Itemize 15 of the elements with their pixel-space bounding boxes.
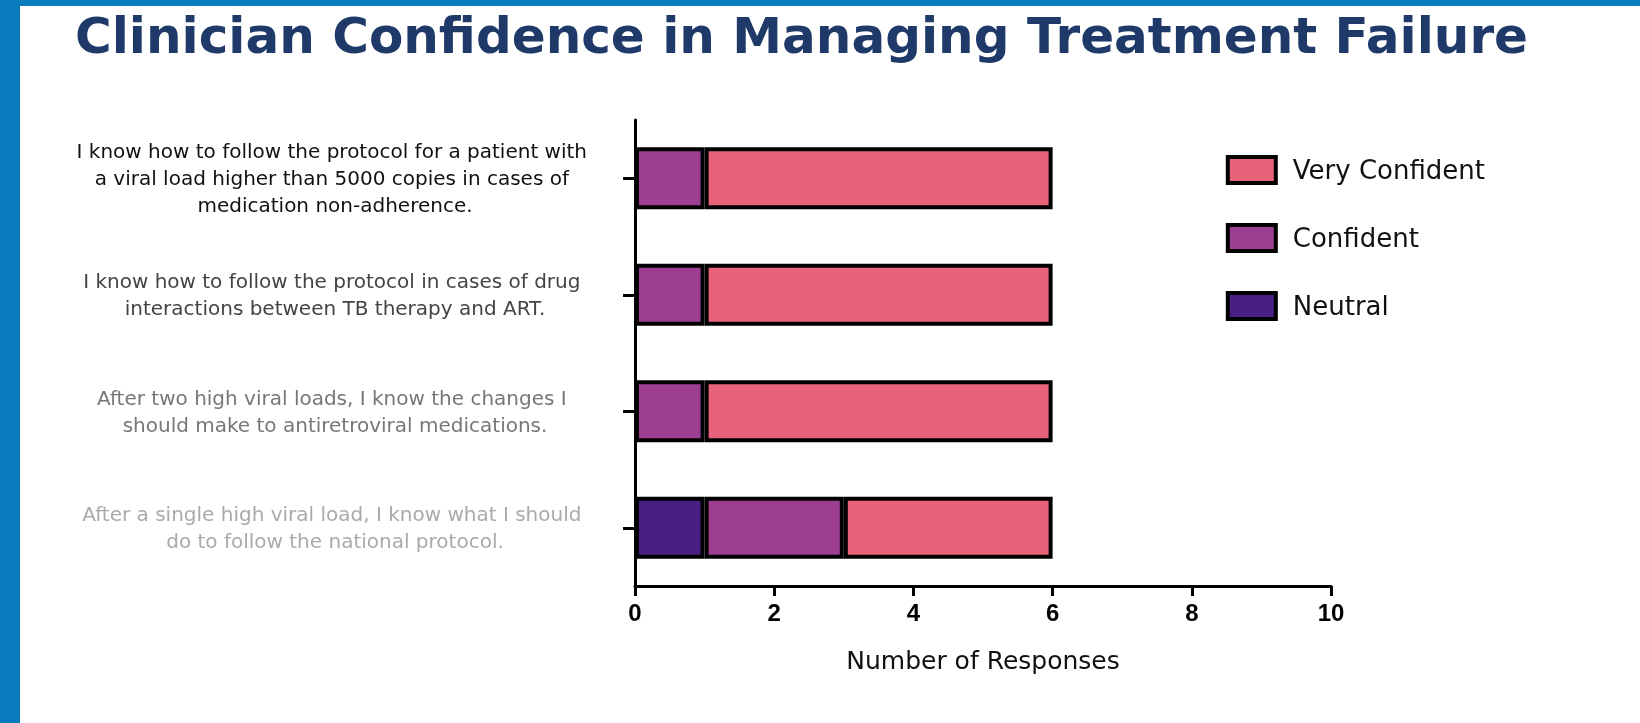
legend-label: Neutral xyxy=(1292,291,1389,321)
y-tick-label: After a single high viral load, I know what I should do to follow the national protocol. xyxy=(82,502,588,554)
legend-label: Confident xyxy=(1292,223,1419,253)
x-tick-label: 8 xyxy=(1185,598,1199,626)
y-tick-label: I know how to follow the protocol for a patient with a viral load higher than 5000 copies in cases of medication non-adherence. xyxy=(76,139,594,218)
legend-label: Very Confident xyxy=(1292,155,1486,185)
x-tick-label: 4 xyxy=(906,598,921,626)
x-tick-label: 10 xyxy=(1317,598,1345,626)
y-tick-label: After two high viral loads, I know the changes I should make to antiretroviral medications. xyxy=(96,385,574,437)
x-tick-label: 2 xyxy=(767,598,781,626)
x-tick-label: 0 xyxy=(628,598,642,626)
y-tick-label: I know how to follow the protocol in cases of drug interactions between TB therapy and ART. xyxy=(83,269,587,321)
x-tick-label: 6 xyxy=(1045,598,1060,626)
chart-title: Clinician Confidence in Managing Treatment Failure xyxy=(75,7,1529,65)
x-axis-title: Number of Responses xyxy=(846,646,1120,675)
